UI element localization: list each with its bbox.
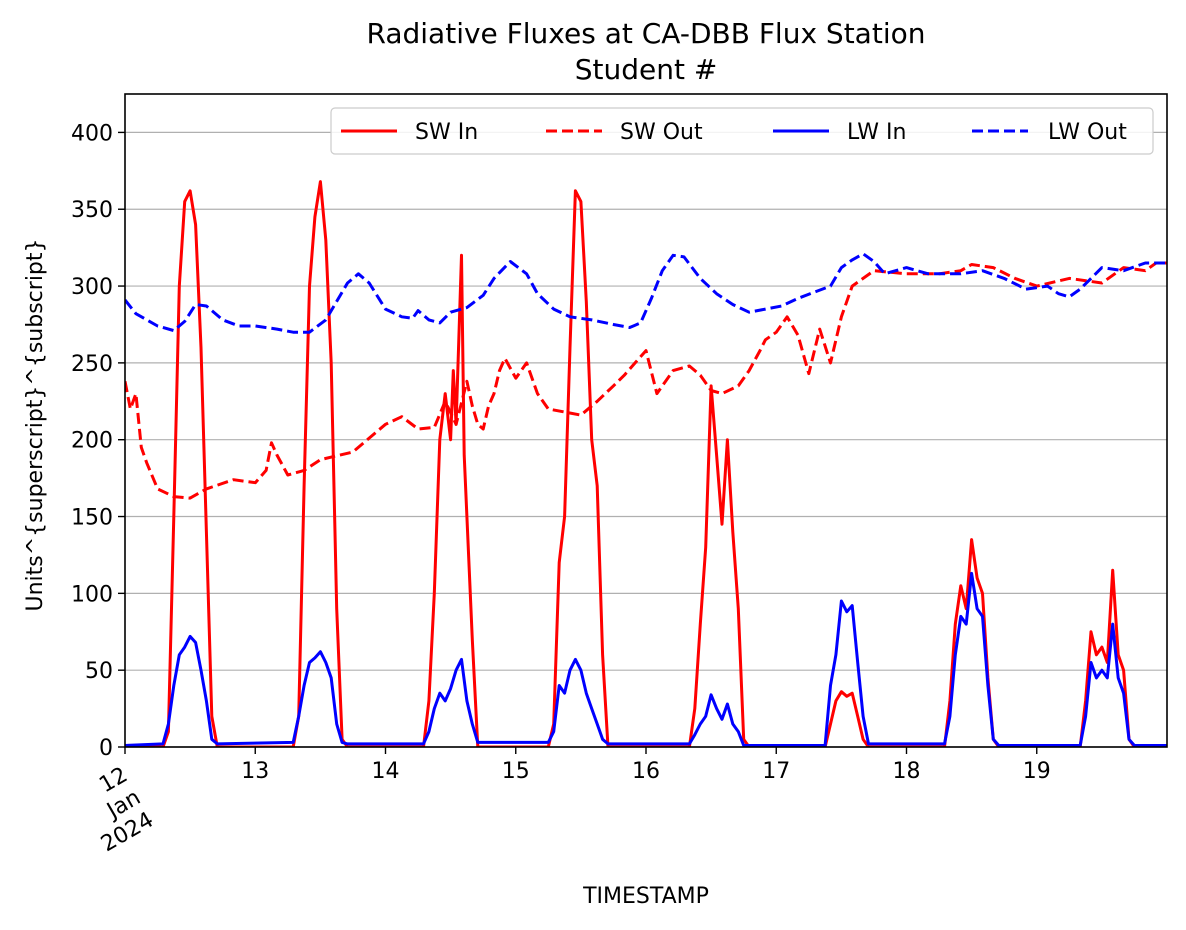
x-tick-label: 13 — [241, 759, 269, 784]
y-tick-label: 150 — [71, 506, 113, 531]
y-tick-label: 50 — [85, 659, 113, 684]
x-axis-label: TIMESTAMP — [582, 884, 709, 909]
x-tick-label: 16 — [632, 759, 660, 784]
y-axis: 0 50 100 150 200 250 300 350 400 — [71, 121, 125, 761]
plot-area-frame — [124, 93, 1168, 748]
x-tick-label: 14 — [372, 759, 400, 784]
series-line-sw-out — [125, 261, 1167, 500]
x-tick-label: 17 — [762, 759, 790, 784]
y-tick-label: 400 — [71, 121, 113, 146]
chart-subtitle: Student # — [575, 53, 718, 86]
series-line-lw-in — [125, 571, 1167, 747]
series-line-lw-out — [125, 252, 1167, 334]
y-tick-label: 100 — [71, 582, 113, 607]
chart-title: Radiative Fluxes at CA-DBB Flux Station — [367, 17, 926, 50]
x-tick-label: 19 — [1023, 759, 1051, 784]
legend-label-sw-out: SW Out — [620, 120, 703, 145]
legend-label-sw-in: SW In — [415, 120, 478, 145]
x-tick-label-first: 12Jan2024 — [71, 763, 158, 858]
y-axis-label: Units^{superscript}^{subscript} — [23, 238, 48, 611]
legend-box — [330, 107, 1154, 155]
y-tick-label: 250 — [71, 352, 113, 377]
legend: SW In SW Out LW In LW Out — [330, 107, 1154, 155]
y-tick-label: 0 — [99, 736, 113, 761]
x-tick-label: 18 — [893, 759, 921, 784]
series-line-sw-in — [125, 180, 1167, 747]
x-tick-label: 15 — [502, 759, 530, 784]
x-axis: 12Jan2024 13 14 15 16 17 18 19 — [71, 747, 1051, 858]
series-lines — [125, 180, 1167, 747]
y-tick-label: 300 — [71, 275, 113, 300]
legend-label-lw-in: LW In — [847, 120, 906, 145]
y-tick-label: 200 — [71, 429, 113, 454]
y-tick-label: 350 — [71, 198, 113, 223]
legend-label-lw-out: LW Out — [1048, 120, 1127, 145]
y-gridlines — [125, 131, 1167, 748]
